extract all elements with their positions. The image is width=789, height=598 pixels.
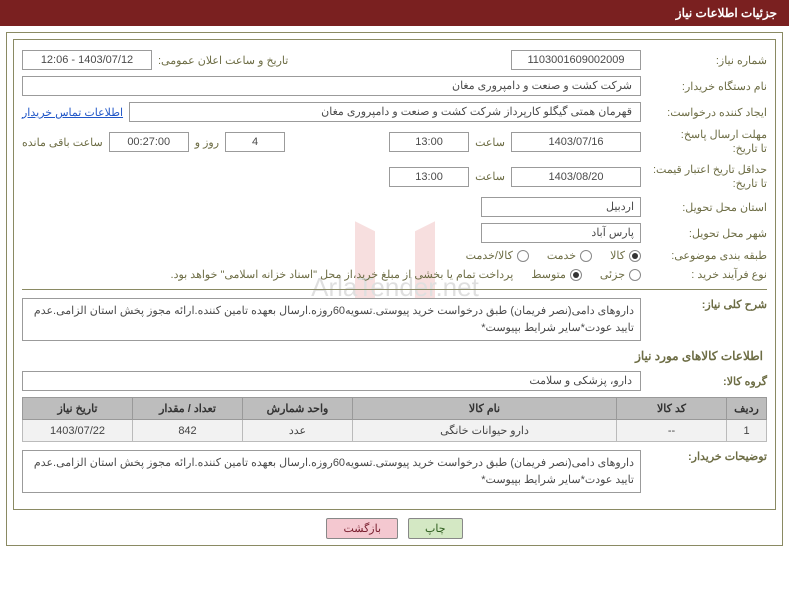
table-cell-unit: عدد — [243, 420, 353, 442]
outer-container: شماره نیاز: 1103001609002009 تاریخ و ساع… — [6, 32, 783, 546]
general-desc-label: شرح کلی نیاز: — [647, 298, 767, 311]
reply-deadline-label: مهلت ارسال پاسخ: — [647, 128, 767, 142]
reply-days-label: روز و — [195, 136, 219, 149]
ptype-label-0: جزئی — [600, 268, 625, 281]
ptype-radio-1[interactable] — [570, 269, 582, 281]
print-button[interactable]: چاپ — [408, 518, 463, 539]
table-cell-qty: 842 — [133, 420, 243, 442]
price-validity-date: 1403/08/20 — [511, 167, 641, 187]
subject-class-group: کالا خدمت کالا/خدمت — [466, 249, 641, 262]
subject-option-1[interactable]: خدمت — [547, 249, 592, 262]
table-row: 1--دارو حیوانات خانگیعدد8421403/07/22 — [23, 420, 767, 442]
reply-remaining-time: 00:27:00 — [109, 132, 189, 152]
requester-value: قهرمان همتی گیگلو کارپرداز شرکت کشت و صن… — [129, 102, 641, 122]
buyer-org-value: شرکت کشت و صنعت و دامپروری مغان — [22, 76, 641, 96]
ptype-option-0[interactable]: جزئی — [600, 268, 641, 281]
delivery-city-label: شهر محل تحویل: — [647, 227, 767, 240]
reply-deadline-date: 1403/07/16 — [511, 132, 641, 152]
subject-label-2: کالا/خدمت — [466, 249, 513, 262]
ptype-radio-0[interactable] — [629, 269, 641, 281]
subject-class-label: طبقه بندی موضوعی: — [647, 249, 767, 262]
subject-option-2[interactable]: کالا/خدمت — [466, 249, 529, 262]
need-number-value: 1103001609002009 — [511, 50, 641, 70]
purchase-note: پرداخت تمام یا بخشی از مبلغ خرید،از محل … — [171, 268, 514, 281]
ptype-label-1: متوسط — [531, 268, 566, 281]
table-header-5: تاریخ نیاز — [23, 398, 133, 420]
table-header-1: کد کالا — [617, 398, 727, 420]
subject-option-0[interactable]: کالا — [610, 249, 641, 262]
delivery-city-value: پارس آباد — [481, 223, 641, 243]
announce-datetime-label: تاریخ و ساعت اعلان عمومی: — [158, 54, 288, 67]
reply-deadline-to: تا تاریخ: — [647, 142, 767, 156]
price-validity-time: 13:00 — [389, 167, 469, 187]
table-cell-code: -- — [617, 420, 727, 442]
purchase-type-group: جزئی متوسط — [531, 268, 641, 281]
reply-time-label: ساعت — [475, 136, 505, 149]
delivery-province-value: اردبیل — [481, 197, 641, 217]
table-cell-row: 1 — [727, 420, 767, 442]
subject-radio-2[interactable] — [517, 250, 529, 262]
page-title: جزئیات اطلاعات نیاز — [676, 6, 777, 20]
ptype-option-1[interactable]: متوسط — [531, 268, 582, 281]
table-cell-date: 1403/07/22 — [23, 420, 133, 442]
table-header-4: تعداد / مقدار — [133, 398, 243, 420]
price-validity-label: حداقل تاریخ اعتبار قیمت: — [647, 163, 767, 177]
purchase-type-label: نوع فرآیند خرید : — [647, 268, 767, 281]
requester-label: ایجاد کننده درخواست: — [647, 106, 767, 119]
subject-radio-1[interactable] — [580, 250, 592, 262]
price-time-label: ساعت — [475, 170, 505, 183]
page-header: جزئیات اطلاعات نیاز — [0, 0, 789, 26]
reply-days: 4 — [225, 132, 285, 152]
goods-group-label: گروه کالا: — [647, 375, 767, 388]
goods-group-value: دارو، پزشکی و سلامت — [22, 371, 641, 391]
subject-label-1: خدمت — [547, 249, 576, 262]
details-panel: شماره نیاز: 1103001609002009 تاریخ و ساع… — [13, 39, 776, 510]
buyer-org-label: نام دستگاه خریدار: — [647, 80, 767, 93]
price-validity-to: تا تاریخ: — [647, 177, 767, 191]
goods-table: ردیفکد کالانام کالاواحد شمارشتعداد / مقد… — [22, 397, 767, 442]
subject-radio-0[interactable] — [629, 250, 641, 262]
reply-deadline-time: 13:00 — [389, 132, 469, 152]
buyer-notes-label: توضیحات خریدار: — [647, 450, 767, 463]
table-cell-name: دارو حیوانات خانگی — [353, 420, 617, 442]
buyer-contact-link[interactable]: اطلاعات تماس خریدار — [22, 106, 123, 119]
general-desc-value: داروهای دامی(نصر فریمان) طبق درخواست خری… — [22, 298, 641, 341]
announce-datetime-value: 1403/07/12 - 12:06 — [22, 50, 152, 70]
buyer-notes-value: داروهای دامی(نصر فریمان) طبق درخواست خری… — [22, 450, 641, 493]
button-row: چاپ بازگشت — [13, 518, 776, 539]
back-button[interactable]: بازگشت — [326, 518, 398, 539]
delivery-province-label: استان محل تحویل: — [647, 201, 767, 214]
subject-label-0: کالا — [610, 249, 625, 262]
table-header-3: واحد شمارش — [243, 398, 353, 420]
table-header-2: نام کالا — [353, 398, 617, 420]
reply-remaining-label: ساعت باقی مانده — [22, 136, 103, 149]
table-header-0: ردیف — [727, 398, 767, 420]
goods-section-title: اطلاعات کالاهای مورد نیاز — [26, 349, 763, 363]
need-number-label: شماره نیاز: — [647, 54, 767, 67]
